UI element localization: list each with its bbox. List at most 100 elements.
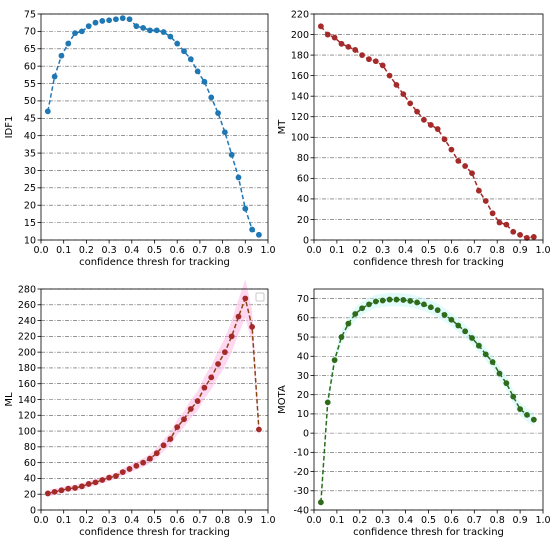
y-tick-label: -30 xyxy=(293,486,309,497)
x-tick-label: 0.4 xyxy=(398,245,413,256)
data-point xyxy=(113,473,119,479)
data-point xyxy=(482,351,489,358)
x-tick-label: 0.2 xyxy=(352,245,367,256)
y-tick-label: 60 xyxy=(24,458,36,469)
x-tick-label: 0.4 xyxy=(124,515,139,526)
data-point xyxy=(215,361,221,367)
data-point xyxy=(462,328,469,335)
data-point xyxy=(496,370,503,377)
data-point xyxy=(51,488,58,495)
data-point xyxy=(345,320,352,327)
data-point xyxy=(317,23,324,30)
data-point xyxy=(58,52,65,59)
data-point xyxy=(530,416,537,423)
x-tick-label: 0.1 xyxy=(329,515,344,526)
x-tick-label: 1.0 xyxy=(260,515,275,526)
y-axis-label: MOTA xyxy=(277,385,288,414)
y-tick-label: -10 xyxy=(293,448,309,459)
y-tick-label: 60 xyxy=(297,313,309,324)
data-point xyxy=(153,450,160,457)
ml-panel: 0.0 0.1 0.2 0.3 0.4 0.5 0.6 0.7 0.8 0.9 1.0 0 20 40 60… xyxy=(4,279,276,538)
data-point xyxy=(235,174,242,181)
data-point xyxy=(126,16,133,23)
x-tick-label: 0.6 xyxy=(444,245,459,256)
data-point xyxy=(482,198,489,204)
data-point xyxy=(421,301,427,308)
data-point xyxy=(469,170,475,177)
data-point xyxy=(187,56,194,63)
y-tick-label: 40 xyxy=(297,352,309,363)
data-point xyxy=(414,108,420,115)
data-point xyxy=(99,18,106,24)
y-tick-label: 20 xyxy=(297,390,309,401)
y-tick-label: 45 xyxy=(24,114,36,125)
y-tick-label: 50 xyxy=(297,332,309,343)
y-tick-label: 220 xyxy=(18,332,36,343)
y-tick-label: 35 xyxy=(24,148,36,159)
data-point xyxy=(194,398,201,404)
data-point xyxy=(194,68,201,75)
x-tick-label: 0.2 xyxy=(352,515,367,526)
y-tick-label: 0 xyxy=(303,235,309,246)
x-tick-label: 0.9 xyxy=(238,245,253,256)
data-point xyxy=(510,393,517,400)
data-point xyxy=(338,40,345,47)
x-tick-label: 0.2 xyxy=(79,515,94,526)
data-point xyxy=(160,29,167,35)
data-point xyxy=(448,316,455,323)
data-point xyxy=(455,158,462,164)
data-point xyxy=(160,442,167,449)
data-point xyxy=(434,126,441,132)
x-tick-label: 0.5 xyxy=(147,515,162,526)
data-point xyxy=(201,78,208,85)
x-tick-label: 0.9 xyxy=(238,515,253,526)
data-point xyxy=(256,231,262,238)
data-point xyxy=(427,122,434,128)
y-tick-label: 10 xyxy=(24,235,36,246)
series-line xyxy=(320,25,534,239)
data-point xyxy=(393,81,400,88)
x-tick-label: 0.6 xyxy=(444,515,459,526)
data-point xyxy=(372,58,379,65)
data-point xyxy=(421,116,427,123)
y-tick-label: 50 xyxy=(24,96,36,107)
x-tick-label: 0.1 xyxy=(56,245,71,256)
data-point xyxy=(44,490,51,497)
data-point xyxy=(331,34,338,41)
y-tick-label: 60 xyxy=(24,61,36,72)
x-tick-label: 0.7 xyxy=(467,245,482,256)
y-tick-label: 20 xyxy=(24,490,36,501)
data-point xyxy=(359,52,365,58)
data-point xyxy=(256,426,262,433)
data-point xyxy=(221,129,228,136)
y-tick-label: 80 xyxy=(297,153,309,164)
data-point xyxy=(92,19,99,26)
x-tick-label: 0.0 xyxy=(33,515,48,526)
data-point xyxy=(366,301,372,308)
data-point xyxy=(345,43,352,50)
data-point xyxy=(221,349,228,356)
data-point xyxy=(167,436,174,442)
x-tick-label: 0.3 xyxy=(375,245,390,256)
y-tick-label: 280 xyxy=(18,284,36,295)
data-point xyxy=(113,16,119,23)
y-tick-label: 55 xyxy=(24,79,36,90)
x-tick-label: 0.8 xyxy=(490,245,505,256)
y-tick-label: 100 xyxy=(18,426,36,437)
data-point xyxy=(400,91,407,98)
y-tick-label: 80 xyxy=(24,442,36,453)
data-point xyxy=(201,384,208,391)
data-point xyxy=(475,187,482,194)
y-tick-label: 180 xyxy=(291,50,309,61)
x-tick-label: 0.7 xyxy=(192,515,207,526)
data-point xyxy=(503,380,510,387)
data-point xyxy=(174,424,181,431)
data-point xyxy=(147,455,153,462)
y-tick-label: 120 xyxy=(18,411,36,422)
x-tick-label: 0.8 xyxy=(215,245,230,256)
y-tick-label: 60 xyxy=(297,174,309,185)
data-point xyxy=(393,296,400,303)
data-point xyxy=(489,210,496,217)
data-point xyxy=(72,30,78,37)
data-point xyxy=(85,23,92,30)
